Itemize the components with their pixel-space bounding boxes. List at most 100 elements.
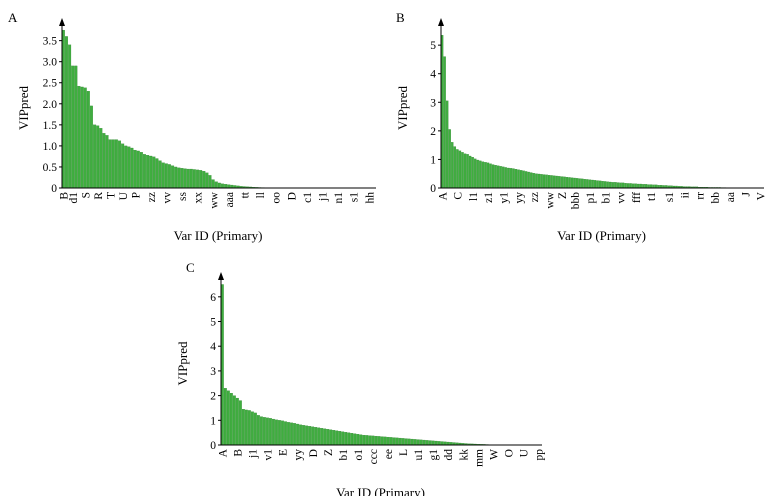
x-tick-label-a-10: xx [193,192,205,204]
x-tick-label-b-12: vv [616,192,628,204]
bar-b-9 [463,153,467,189]
bar-c-32 [317,427,321,446]
bar-c-3 [229,393,233,446]
bar-a-49 [214,181,218,189]
x-tick-label-b-13: fff [631,192,643,203]
y-axis-arrow-c [218,272,224,280]
x-tick-label-b-7: ww [544,191,556,208]
x-axis-title-b: Var ID (Primary) [557,228,646,243]
bar-b-22 [496,165,500,189]
x-tick-label-b-20: J [740,191,752,196]
bar-c-55 [386,436,390,446]
bar-b-47 [560,176,564,189]
bar-c-14 [263,417,266,446]
bar-c-60 [401,438,405,446]
bar-b-6 [456,149,459,189]
x-tick-label-a-0: B [59,192,71,200]
bar-a-44 [199,170,203,189]
bar-c-54 [383,436,387,446]
bar-b-70 [619,182,622,189]
bar-b-17 [484,162,487,189]
bar-a-5 [77,85,81,189]
y-tick-label-b-2: 2 [430,126,436,138]
bar-b-75 [631,183,635,189]
bar-c-10 [250,411,254,446]
y-tick-label-b-4: 4 [430,69,436,81]
bar-c-4 [232,395,236,446]
bar-b-72 [624,183,627,189]
bar-b-54 [578,178,581,189]
bar-c-24 [293,423,296,446]
x-tick-label-a-6: P [130,192,142,198]
bar-a-25 [139,152,143,189]
bar-b-65 [606,181,609,189]
bar-b-63 [601,181,604,189]
bar-b-3 [448,129,451,189]
y-axis-arrow-a [59,18,65,26]
bar-c-7 [241,409,245,446]
bar-a-34 [167,164,171,189]
y-tick-label-a-3: 1.5 [43,120,58,132]
bar-b-82 [649,184,653,189]
bar-a-4 [74,65,78,189]
bar-b-59 [591,179,594,189]
x-tick-label-a-12: aaa [224,192,236,207]
x-tick-label-b-14: t1 [646,192,658,201]
bar-a-48 [211,179,215,189]
bar-a-2 [68,44,72,189]
bar-c-2 [226,390,230,446]
bar-b-71 [621,182,625,189]
x-tick-label-a-20: s1 [349,192,361,202]
bar-c-26 [299,424,302,446]
x-tick-label-c-2: j1 [248,449,260,459]
x-tick-label-c-9: o1 [353,449,365,461]
bar-c-63 [410,438,414,446]
bar-c-42 [347,432,351,446]
y-axis-title-c: VIPpred [175,341,190,386]
bar-c-62 [407,438,411,446]
x-tick-label-c-20: U [518,448,530,457]
bar-c-71 [434,440,438,446]
bar-a-3 [71,65,75,189]
bar-b-28 [512,168,515,189]
x-tick-label-a-3: R [93,192,105,200]
x-tick-label-c-7: Z [323,449,335,456]
bar-c-41 [344,432,348,446]
bar-c-56 [389,437,393,446]
bar-c-25 [296,423,299,446]
bar-b-40 [542,174,546,189]
bar-c-57 [392,437,396,446]
x-tick-label-a-16: D [286,192,298,200]
x-tick-label-b-6: zz [529,192,541,202]
bar-b-8 [461,152,464,189]
panel-letter-c: C [186,260,195,275]
y-tick-label-c-3: 3 [210,366,216,378]
bar-b-19 [489,163,492,189]
y-tick-label-a-7: 3.5 [43,36,58,48]
x-tick-label-b-16: ii [679,192,691,198]
x-tick-label-c-12: L [398,449,410,456]
bar-a-8 [86,91,90,189]
x-tick-label-b-11: b1 [600,192,612,204]
bar-c-6 [238,400,242,446]
x-tick-label-a-4: T [105,192,117,199]
bar-b-56 [583,179,586,189]
bar-b-53 [575,178,579,189]
bar-a-11 [96,125,100,189]
bar-b-62 [598,180,602,189]
panel-letter-b: B [396,10,405,25]
bar-c-13 [259,416,263,446]
x-tick-label-c-10: ccc [368,449,380,464]
x-tick-label-c-0: A [218,448,230,457]
x-tick-label-a-15: oo [271,192,283,204]
bar-c-48 [365,435,369,446]
bar-a-18 [118,140,122,189]
bar-b-25 [504,167,507,189]
bar-c-22 [287,422,290,446]
bar-c-23 [290,422,293,446]
bar-b-51 [570,177,574,189]
x-tick-label-a-8: vv [162,192,174,204]
bar-c-68 [425,440,429,446]
